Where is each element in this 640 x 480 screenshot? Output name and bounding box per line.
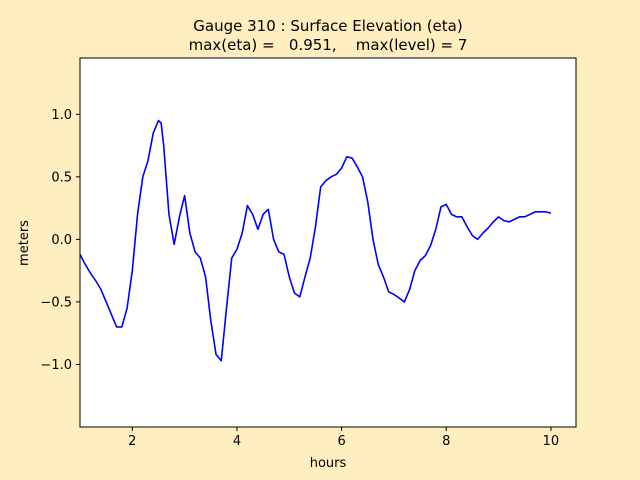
x-tick-label: 8	[442, 434, 450, 449]
chart-title-line2: max(eta) = 0.951, max(level) = 7	[189, 36, 468, 54]
x-tick-label: 10	[543, 434, 560, 449]
series-line-0	[79, 119, 552, 362]
y-tick-label: 1.0	[51, 108, 72, 123]
x-tick-label: 6	[337, 434, 345, 449]
x-axis-label: hours	[310, 456, 347, 471]
y-tick-label: −1.0	[40, 358, 72, 373]
y-tick-label: 0.5	[51, 170, 72, 185]
chart-marks	[79, 119, 552, 362]
x-tick-label: 4	[233, 434, 241, 449]
x-axis: 2 4 6 8 10	[128, 427, 559, 449]
x-tick-label: 2	[128, 434, 136, 449]
plot-area	[80, 58, 576, 427]
y-axis-label: meters	[17, 220, 32, 266]
y-axis: −1.0 −0.5 0.0 0.5 1.0	[40, 108, 80, 373]
y-tick-label: 0.0	[51, 233, 72, 248]
y-tick-label: −0.5	[40, 295, 72, 310]
plot-frame	[79, 57, 577, 428]
chart-title-line1: Gauge 310 : Surface Elevation (eta)	[193, 17, 462, 35]
